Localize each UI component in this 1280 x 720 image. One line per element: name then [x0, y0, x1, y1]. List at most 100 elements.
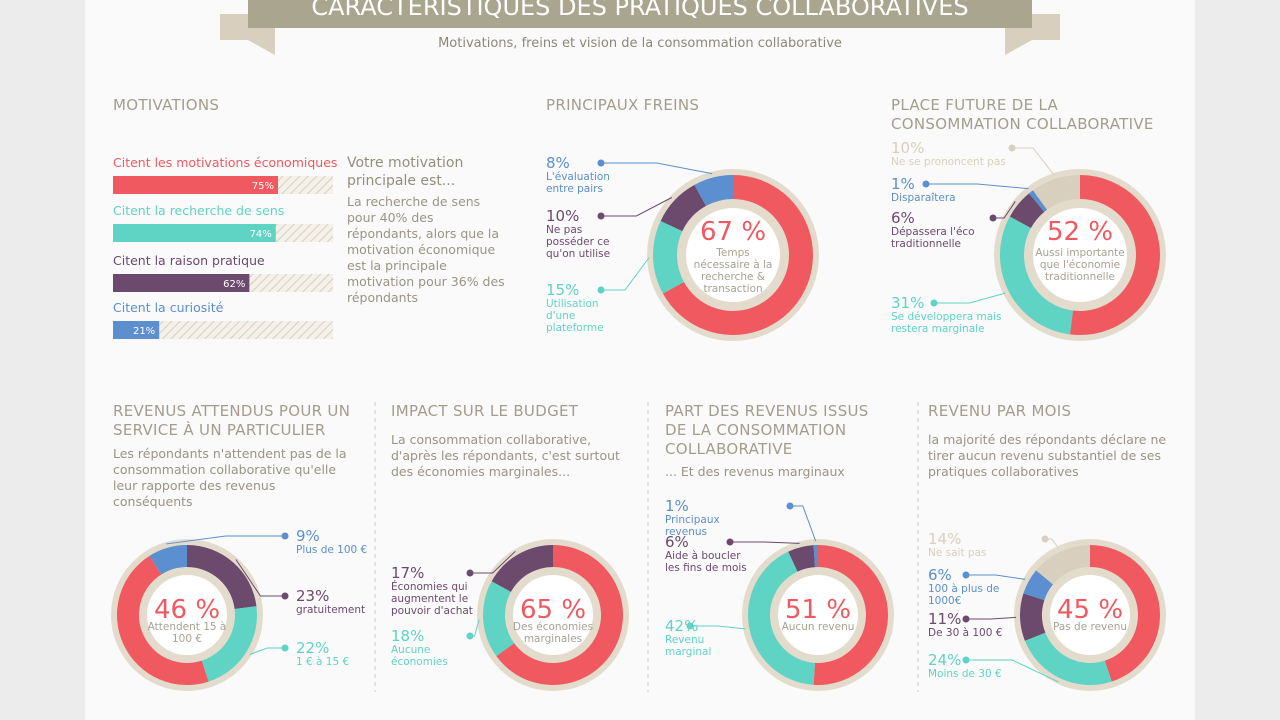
- callout-value: 11%: [928, 610, 962, 628]
- section-title: PLACE FUTURE DE LA CONSOMMATION COLLABOR…: [891, 96, 1154, 133]
- bar-value-label: 21%: [133, 326, 155, 337]
- callout-label: Revenu marginal: [665, 634, 712, 658]
- callout-line: [601, 257, 650, 291]
- donut-hole: [774, 571, 862, 659]
- callout-value: 17%: [391, 564, 425, 582]
- callout-dot: [1008, 144, 1016, 152]
- callout-dot: [930, 299, 938, 307]
- section-title: REVENU PAR MOIS: [928, 402, 1072, 420]
- donut-slice: [1036, 545, 1090, 585]
- callout-value: 6%: [665, 533, 689, 551]
- callout-dot: [962, 615, 970, 623]
- callout-value: 10%: [546, 207, 580, 225]
- callout-label: Se développera mais restera marginale: [891, 311, 1002, 335]
- donut-slice: [813, 545, 888, 686]
- donut-slice: [1023, 570, 1054, 601]
- donut-slice: [1069, 175, 1161, 335]
- callout-label: Plus de 100 €: [296, 544, 368, 556]
- donut-slice: [116, 555, 209, 686]
- center-label: Aucun revenu: [781, 621, 855, 633]
- donut-slice: [1032, 175, 1080, 210]
- callout-label: Utilisation d'une plateforme: [546, 298, 604, 334]
- callout-dot: [922, 180, 930, 188]
- donut-slice: [187, 545, 257, 609]
- donut-slice: [149, 545, 187, 575]
- callout-label: Dépassera l'éco traditionnelle: [891, 226, 975, 250]
- donut-slice: [747, 551, 815, 685]
- callout-dot: [597, 212, 605, 220]
- donut-slice: [1029, 190, 1048, 212]
- callout-value: 1%: [891, 175, 915, 193]
- callout-line: [1012, 147, 1055, 176]
- callout-line: [926, 183, 1029, 190]
- donut-hole: [682, 204, 784, 306]
- callout-line: [966, 574, 1026, 580]
- callout-value: 14%: [928, 530, 962, 548]
- callout-dot: [597, 159, 605, 167]
- bar-value-label: 75%: [252, 181, 274, 192]
- section-description: ... Et des revenus marginaux: [665, 464, 845, 479]
- bar: [113, 274, 250, 292]
- callout-line: [993, 201, 1016, 219]
- bar: [113, 176, 278, 194]
- callout-line: [790, 505, 817, 542]
- bar: [113, 321, 160, 339]
- callout-dot: [597, 286, 605, 294]
- callout-dot: [281, 532, 289, 540]
- bar-label: Citent la curiosité: [113, 300, 224, 315]
- callout-label: L'évaluation entre pairs: [546, 171, 610, 195]
- callout-line: [235, 559, 285, 597]
- section-description: Les répondants n'attendent pas de la con…: [113, 446, 347, 509]
- donut-slice: [1000, 216, 1073, 335]
- center-value: 51 %: [784, 595, 852, 625]
- callout-value: 6%: [891, 209, 915, 227]
- donut-slice: [1009, 193, 1045, 229]
- callout-line: [934, 292, 1006, 304]
- callout-dot: [786, 502, 794, 510]
- callout-value: 15%: [546, 281, 580, 299]
- callout-line: [166, 535, 285, 545]
- callout-value: 31%: [891, 294, 925, 312]
- callout-line: [601, 197, 672, 217]
- donut-slice: [662, 175, 813, 335]
- section-title: REVENUS ATTENDUS POUR UN SERVICE À UN PA…: [113, 402, 351, 439]
- callout-label: Moins de 30 €: [928, 668, 1002, 680]
- callout-label: Ne pas posséder ce qu'on utilise: [546, 224, 611, 260]
- bar-label: Citent les motivations économiques: [113, 155, 338, 170]
- bar: [113, 224, 276, 242]
- bar-label: Citent la recherche de sens: [113, 203, 285, 218]
- callout-dot: [466, 569, 474, 577]
- callout-dot: [281, 644, 289, 652]
- callout-value: 23%: [296, 587, 330, 605]
- callout-label: Économies qui augmentent le pouvoir d'ac…: [391, 581, 473, 617]
- donut-slice: [201, 606, 257, 682]
- page-subtitle: Motivations, freins et vision de la cons…: [438, 36, 842, 51]
- donut-slice: [483, 581, 515, 657]
- center-label: Des économies marginales: [512, 621, 594, 645]
- callout-value: 8%: [546, 154, 570, 172]
- callout-label: 100 à plus de 1000€: [928, 583, 1000, 607]
- callout-value: 42%: [665, 617, 699, 635]
- callout-line: [690, 625, 746, 630]
- center-value: 45 %: [1056, 595, 1124, 625]
- donut-slice: [491, 545, 553, 592]
- donut-slice: [660, 184, 707, 232]
- page-title: CARACTÉRISTIQUES DES PRATIQUES COLLABORA…: [311, 0, 969, 21]
- callout-dot: [1041, 535, 1049, 543]
- center-label: Temps nécessaire à la recherche & transa…: [693, 247, 773, 295]
- center-label: Aussi importante que l'économie traditio…: [1035, 247, 1125, 283]
- callout-value: 1%: [665, 497, 689, 515]
- callout-dot: [466, 632, 474, 640]
- donut-slice: [788, 545, 815, 572]
- donut-slice: [1024, 632, 1112, 686]
- section-description: La consommation collaborative, d'après l…: [391, 432, 620, 479]
- note: La recherche de sens pour 40% des répond…: [347, 194, 505, 305]
- callout-line: [601, 162, 713, 175]
- donut-hole: [143, 571, 231, 659]
- donut-slice: [496, 545, 623, 686]
- center-value: 46 %: [153, 595, 221, 625]
- donut-slice: [653, 220, 684, 294]
- center-value: 67 %: [699, 217, 767, 247]
- callout-value: 24%: [928, 651, 962, 669]
